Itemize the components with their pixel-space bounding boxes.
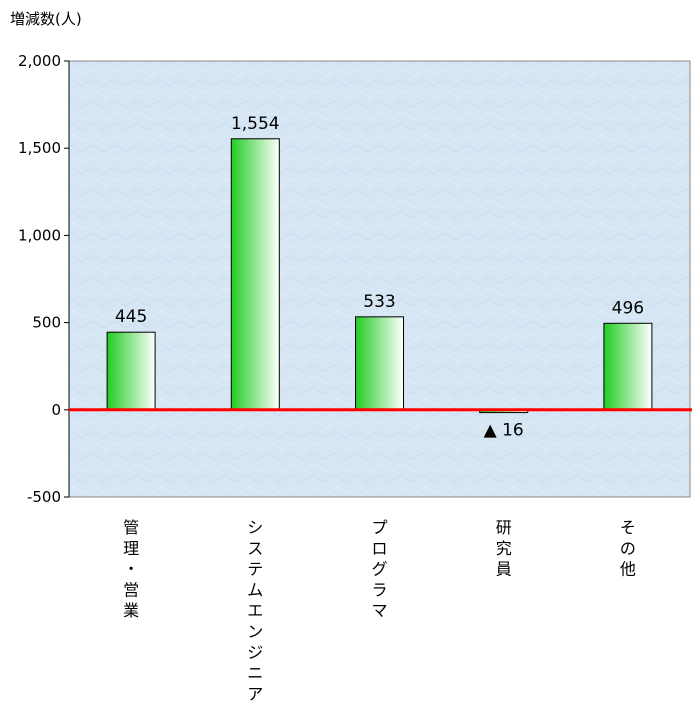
bar	[604, 323, 652, 410]
y-tick-label: -500	[27, 488, 61, 506]
data-label: 496	[612, 298, 644, 318]
y-tick-label: 500	[32, 314, 61, 332]
y-tick-label: 1,500	[18, 139, 61, 157]
category-label: システムエンジニア	[247, 518, 263, 703]
category-label: その他	[620, 518, 636, 579]
category-label: 研究員	[496, 518, 512, 579]
category-label: プログラマ	[371, 518, 387, 620]
data-label: 533	[363, 292, 395, 312]
category-label: 管理・営業	[123, 518, 139, 620]
bar	[356, 317, 404, 410]
bar	[231, 139, 279, 410]
y-tick-label: 2,000	[18, 52, 61, 70]
data-label: 445	[115, 307, 147, 327]
plot-texture	[69, 61, 690, 497]
y-tick-label: 0	[51, 401, 61, 419]
data-label: 1,554	[231, 114, 280, 134]
bar	[107, 332, 155, 410]
y-tick-label: 1,000	[18, 226, 61, 244]
data-label: ▲ 16	[484, 421, 524, 441]
